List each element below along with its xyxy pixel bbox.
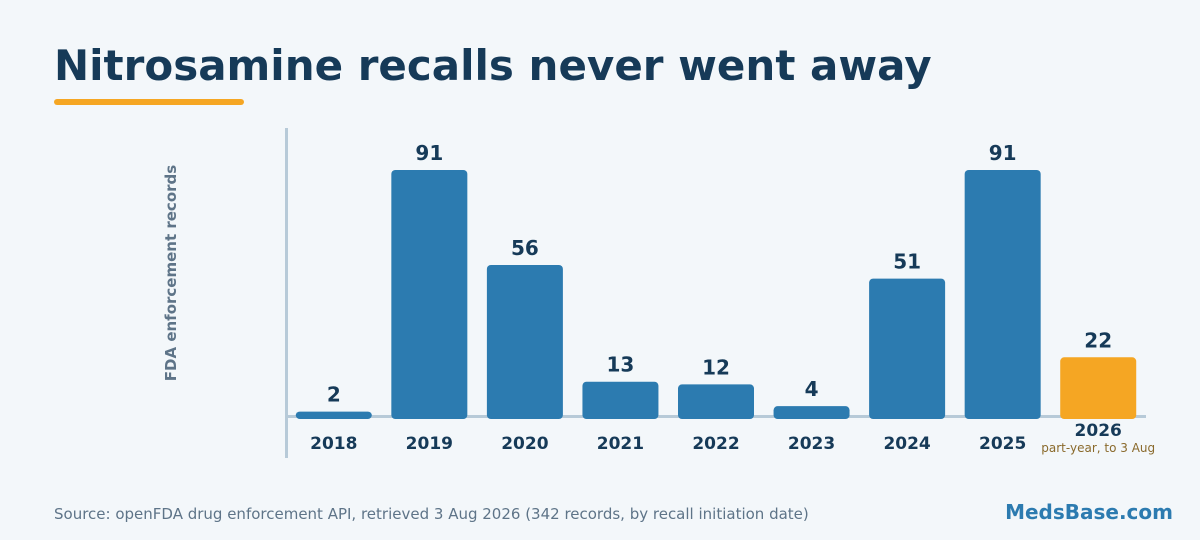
bar-2018	[295, 411, 372, 419]
brand-logo-text: MedsBase.com	[1005, 500, 1173, 524]
x-tick-note-2026: part-year, to 3 Aug	[1041, 441, 1155, 455]
value-label-2022: 12	[702, 355, 730, 379]
x-tick-label-2021: 2021	[597, 434, 644, 454]
value-label-2025: 91	[989, 141, 1017, 165]
chart-title: Nitrosamine recalls never went away	[54, 41, 932, 90]
value-label-2018: 2	[327, 383, 341, 407]
x-tick-label-2023: 2023	[788, 434, 835, 454]
x-tick-label-2026: 2026	[1075, 421, 1122, 441]
value-label-2021: 13	[607, 353, 635, 377]
bar-2025	[964, 170, 1041, 419]
x-tick-label-2024: 2024	[883, 434, 930, 454]
source-note: Source: openFDA drug enforcement API, re…	[54, 505, 809, 523]
bar-2022	[678, 384, 754, 419]
value-label-2023: 4	[805, 377, 819, 401]
bar-2020	[486, 265, 563, 419]
value-label-2026: 22	[1084, 328, 1112, 352]
value-label-2019: 91	[415, 141, 443, 165]
value-label-2024: 51	[893, 250, 921, 274]
x-tick-label-2022: 2022	[692, 434, 739, 454]
x-tick-label-2020: 2020	[501, 434, 548, 454]
bar-2023	[773, 406, 850, 419]
bar-2021	[582, 381, 659, 419]
bar-2026	[1060, 357, 1137, 419]
x-tick-label-2025: 2025	[979, 434, 1026, 454]
value-label-2020: 56	[511, 236, 539, 260]
title-underline	[54, 99, 244, 105]
bar-2024	[869, 278, 946, 419]
x-tick-label-2019: 2019	[406, 434, 453, 454]
x-tick-label-2018: 2018	[310, 434, 357, 454]
bar-2019	[391, 170, 468, 419]
